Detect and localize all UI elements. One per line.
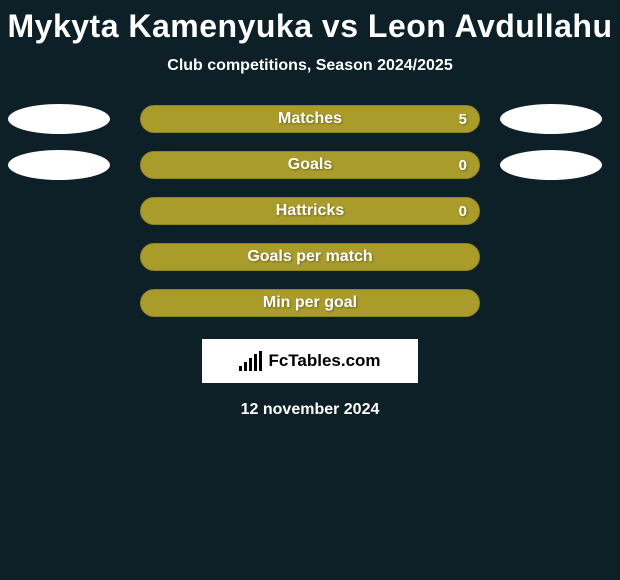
- stat-label: Min per goal: [263, 294, 357, 312]
- brand-box: FcTables.com: [202, 339, 418, 383]
- stat-bar: Min per goal: [140, 289, 480, 317]
- stat-row: Min per goal: [0, 289, 620, 317]
- stat-label: Goals: [288, 156, 332, 174]
- stat-bar: Hattricks 0: [140, 197, 480, 225]
- stat-bar: Goals 0: [140, 151, 480, 179]
- stat-bar: Goals per match: [140, 243, 480, 271]
- stat-row: Goals 0: [0, 151, 620, 179]
- comparison-card: Mykyta Kamenyuka vs Leon Avdullahu Club …: [0, 0, 620, 580]
- subtitle: Club competitions, Season 2024/2025: [0, 57, 620, 75]
- stat-value: 5: [459, 111, 467, 128]
- left-blob: [8, 104, 110, 134]
- stat-label: Matches: [278, 110, 342, 128]
- stat-value: 0: [459, 157, 467, 174]
- stat-row: Hattricks 0: [0, 197, 620, 225]
- stat-row: Matches 5: [0, 105, 620, 133]
- stat-bar: Matches 5: [140, 105, 480, 133]
- date-label: 12 november 2024: [0, 401, 620, 419]
- left-blob: [8, 150, 110, 180]
- stat-row: Goals per match: [0, 243, 620, 271]
- brand-text: FcTables.com: [268, 351, 380, 371]
- stat-value: 0: [459, 203, 467, 220]
- page-title: Mykyta Kamenyuka vs Leon Avdullahu: [0, 8, 620, 45]
- stat-label: Hattricks: [276, 202, 344, 220]
- right-blob: [500, 150, 602, 180]
- stats-container: Matches 5 Goals 0 Hattricks 0 Goals per match M…: [0, 105, 620, 317]
- bar-chart-icon: [239, 351, 262, 371]
- stat-label: Goals per match: [247, 248, 372, 266]
- right-blob: [500, 104, 602, 134]
